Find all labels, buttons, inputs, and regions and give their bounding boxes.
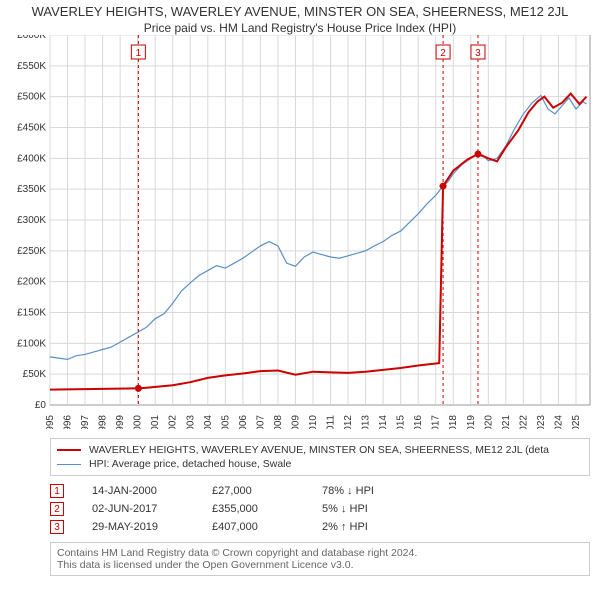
legend-label: WAVERLEY HEIGHTS, WAVERLEY AVENUE, MINST… <box>89 444 549 456</box>
svg-text:2018: 2018 <box>448 415 459 429</box>
svg-text:1: 1 <box>136 48 142 59</box>
svg-text:£200K: £200K <box>17 277 46 288</box>
svg-text:2000: 2000 <box>133 415 144 429</box>
svg-text:£300K: £300K <box>17 215 46 226</box>
marker-row: 3 29-MAY-2019£407,0002% ↑ HPI <box>50 518 590 536</box>
svg-text:£550K: £550K <box>17 61 46 72</box>
svg-text:2019: 2019 <box>466 415 477 429</box>
marker-price: £355,000 <box>212 503 322 515</box>
marker-pct: 78% ↓ HPI <box>322 485 374 497</box>
svg-text:2014: 2014 <box>378 415 389 429</box>
svg-text:1996: 1996 <box>63 415 74 429</box>
license-line: Contains HM Land Registry data © Crown c… <box>57 547 583 559</box>
marker-row: 1 14-JAN-2000£27,00078% ↓ HPI <box>50 482 590 500</box>
svg-text:1998: 1998 <box>98 415 109 429</box>
svg-text:2015: 2015 <box>396 415 407 429</box>
svg-text:3: 3 <box>475 48 481 59</box>
marker-pct: 5% ↓ HPI <box>322 503 368 515</box>
svg-text:2001: 2001 <box>150 415 161 429</box>
svg-text:£600K: £600K <box>17 35 46 41</box>
svg-text:2022: 2022 <box>518 415 529 429</box>
legend-item-hpi: HPI: Average price, detached house, Swal… <box>57 457 583 471</box>
legend-item-price-paid: WAVERLEY HEIGHTS, WAVERLEY AVENUE, MINST… <box>57 443 583 457</box>
svg-text:2024: 2024 <box>553 415 564 429</box>
marker-pct: 2% ↑ HPI <box>322 521 368 533</box>
chart-title: WAVERLEY HEIGHTS, WAVERLEY AVENUE, MINST… <box>0 0 600 19</box>
svg-text:2007: 2007 <box>255 415 266 429</box>
marker-date: 29-MAY-2019 <box>92 521 212 533</box>
license-box: Contains HM Land Registry data © Crown c… <box>50 542 590 576</box>
license-line: This data is licensed under the Open Gov… <box>57 559 583 571</box>
svg-text:£150K: £150K <box>17 308 46 319</box>
svg-text:2003: 2003 <box>185 415 196 429</box>
svg-text:£400K: £400K <box>17 153 46 164</box>
svg-text:2021: 2021 <box>501 415 512 429</box>
marker-table: 1 14-JAN-2000£27,00078% ↓ HPI 2 02-JUN-2017… <box>50 482 590 536</box>
svg-text:1995: 1995 <box>45 415 56 429</box>
marker-number: 3 <box>50 520 64 534</box>
chart-area: £0 £50K £100K £150K £200K £250K £300K £350K £400… <box>0 35 600 434</box>
svg-text:2023: 2023 <box>536 415 547 429</box>
svg-text:2004: 2004 <box>203 415 214 429</box>
marker-date: 14-JAN-2000 <box>92 485 212 497</box>
legend: WAVERLEY HEIGHTS, WAVERLEY AVENUE, MINST… <box>50 438 590 476</box>
svg-text:2017: 2017 <box>431 415 442 429</box>
svg-text:2016: 2016 <box>413 415 424 429</box>
svg-text:2013: 2013 <box>361 415 372 429</box>
marker-number: 1 <box>50 484 64 498</box>
svg-text:£0: £0 <box>35 400 47 411</box>
svg-text:2005: 2005 <box>220 415 231 429</box>
svg-text:2011: 2011 <box>326 415 337 429</box>
marker-price: £27,000 <box>212 485 322 497</box>
svg-text:2009: 2009 <box>290 415 301 429</box>
marker-date: 02-JUN-2017 <box>92 503 212 515</box>
svg-text:2010: 2010 <box>308 415 319 429</box>
svg-text:£350K: £350K <box>17 184 46 195</box>
svg-text:£50K: £50K <box>23 369 47 380</box>
marker-price: £407,000 <box>212 521 322 533</box>
svg-text:£450K: £450K <box>17 123 46 134</box>
svg-text:£100K: £100K <box>17 338 46 349</box>
legend-swatch <box>57 449 81 451</box>
marker-number: 2 <box>50 502 64 516</box>
marker-row: 2 02-JUN-2017£355,0005% ↓ HPI <box>50 500 590 518</box>
svg-text:2008: 2008 <box>273 415 284 429</box>
legend-label: HPI: Average price, detached house, Swal… <box>89 458 291 470</box>
svg-text:1999: 1999 <box>115 415 126 429</box>
line-chart: £0 £50K £100K £150K £200K £250K £300K £350K £400… <box>0 35 600 429</box>
svg-text:2006: 2006 <box>238 415 249 429</box>
svg-text:2002: 2002 <box>168 415 179 429</box>
svg-text:2020: 2020 <box>483 415 494 429</box>
svg-text:2012: 2012 <box>343 415 354 429</box>
svg-text:£250K: £250K <box>17 246 46 257</box>
svg-text:1997: 1997 <box>80 415 91 429</box>
svg-text:2025: 2025 <box>571 415 582 429</box>
legend-swatch <box>57 464 81 465</box>
chart-subtitle: Price paid vs. HM Land Registry's House … <box>0 19 600 35</box>
svg-text:£500K: £500K <box>17 92 46 103</box>
svg-text:2: 2 <box>440 48 446 59</box>
